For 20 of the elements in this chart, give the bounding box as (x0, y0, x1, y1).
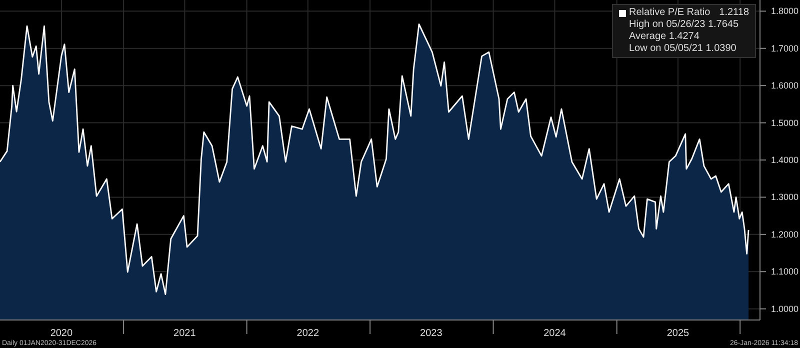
x-tick-label: 2023 (420, 328, 443, 339)
annotation: High on 05/26/23 1.7645 (628, 19, 740, 31)
y-tick-label: 1.5000 (771, 118, 799, 128)
x-tick-label: 2024 (544, 328, 566, 339)
y-tick-label: 1.6000 (771, 80, 799, 91)
y-tick-label: 1.8000 (771, 6, 799, 16)
x-tick-label: 2020 (50, 328, 74, 339)
y-tick-label: 1.7000 (771, 43, 799, 54)
legend-label: Relative P/E Ratio (629, 7, 710, 19)
y-tick-label: 1.0000 (771, 304, 799, 314)
annotation: Low on 05/05/21 1.0390 (628, 43, 738, 55)
annotation: Average 1.4274 (628, 31, 700, 43)
y-tick-label: 1.2000 (771, 229, 799, 240)
x-tick-label: 2022 (296, 328, 320, 339)
annotation: 1.2118 (719, 7, 749, 19)
y-tick-label: 1.4000 (771, 155, 799, 165)
y-tick-label: 1.3000 (771, 192, 799, 202)
x-tick-label: 2021 (174, 328, 196, 339)
y-tick-label: 1.1000 (771, 266, 799, 277)
x-tick-label: 2025 (666, 328, 690, 339)
